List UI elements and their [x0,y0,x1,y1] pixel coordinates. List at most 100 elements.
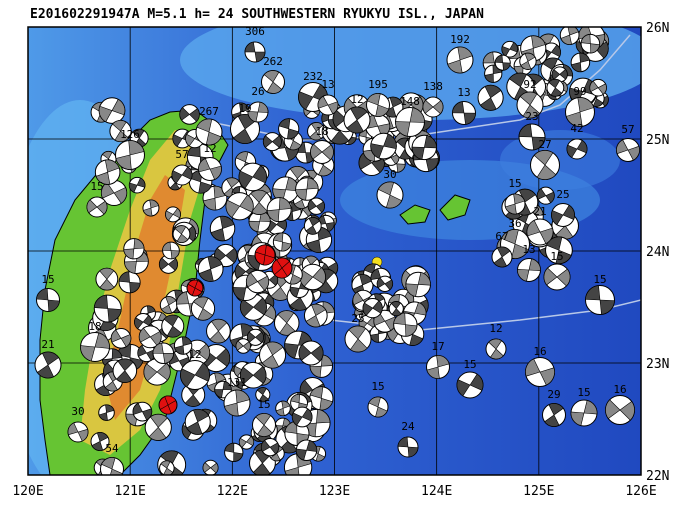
beachball [376,275,394,293]
beachball-quadrant [165,210,174,221]
beachball-quadrant [110,468,123,475]
beachball-quadrant [274,267,288,279]
beachball-quadrant [142,207,153,217]
depth-label: 57 [175,148,188,161]
beachball [517,258,541,282]
beachball-quadrant [562,204,575,220]
depth-label: 30 [71,405,84,418]
beachball [295,439,318,462]
beachball-quadrant [533,150,554,166]
beachball-quadrant [310,345,324,362]
beachball-quadrant [162,241,172,251]
depth-label: 13 [457,86,470,99]
beachball [214,380,232,399]
depth-label: 12 [489,322,502,335]
beachball-quadrant [261,354,280,369]
beachball-quadrant [269,442,280,455]
beachball [273,310,300,336]
beachball [525,357,555,387]
beachball-quadrant [93,294,109,309]
beachball [370,132,397,160]
beachball-quadrant [224,442,235,453]
beachball-quadrant [111,348,123,359]
beachball-quadrant [385,194,403,209]
beachball [158,254,179,274]
beachball [184,408,211,435]
beachball-quadrant [396,163,406,173]
depth-label: 262 [263,55,283,68]
beachball-quadrant [258,394,269,403]
beachball-quadrant [417,272,431,286]
beachball-quadrant [550,87,563,97]
beachball [100,179,128,207]
depth-label: 19 [238,102,251,115]
beachball-quadrant [171,170,183,184]
beachball-quadrant [517,268,530,282]
beachball [310,140,334,164]
beachball-quadrant [457,46,473,61]
beachball-quadrant [397,436,409,448]
beachball [536,186,555,205]
beachball [179,104,200,125]
beachball [197,256,224,282]
beachball-quadrant [317,164,333,177]
beachball-quadrant [263,70,280,83]
beachball [272,232,292,252]
beachball-quadrant [193,296,209,310]
beachball-quadrant [161,304,173,314]
beachball-quadrant [233,365,243,377]
depth-label: 21 [533,205,546,218]
beachball-quadrant [246,435,254,447]
beachball-quadrant [170,250,180,260]
beachball-quadrant [605,399,621,420]
beachball-quadrant [266,209,280,222]
beachball [239,361,267,389]
beachball [190,296,216,321]
beachball [456,371,484,399]
beachball-quadrant [295,448,307,461]
depth-label: 192 [450,33,470,46]
beachball-quadrant [536,164,557,180]
beachball-quadrant [590,43,600,54]
beachball-quadrant [330,130,350,145]
beachball-quadrant [176,233,189,243]
beachball-quadrant [309,365,322,378]
beachball-quadrant [99,278,115,291]
beachball-quadrant [252,297,267,316]
depth-label: 306 [245,25,265,38]
beachball-quadrant [77,428,89,442]
beachball-quadrant [137,345,147,357]
beachball-quadrant [479,97,497,111]
beachball-quadrant [80,345,96,362]
beachball-quadrant [556,268,571,287]
beachball-quadrant [287,128,299,140]
beachball-quadrant [525,358,541,377]
beachball-quadrant [254,331,264,344]
beachball-quadrant [463,112,476,125]
beachball [159,296,178,314]
beachball-quadrant [306,177,319,190]
beachball-quadrant [152,342,164,354]
beachball-quadrant [627,145,640,161]
beachball-quadrant [226,177,240,189]
beachball-quadrant [599,299,615,315]
beachball-quadrant [172,207,181,219]
beachball-quadrant [209,165,222,180]
x-tick-label: 121E [115,484,146,499]
beachball-quadrant [363,263,376,275]
beachball-quadrant [263,304,276,321]
beachball-quadrant [239,194,254,213]
beachball-quadrant [263,254,275,266]
beachball-quadrant [172,134,183,147]
beachball-quadrant [184,394,201,407]
beachball [180,360,210,390]
beachball-quadrant [292,412,303,426]
beachball-quadrant [389,96,403,108]
beachball [195,118,223,146]
beachball-quadrant [375,406,388,418]
beachball [98,404,115,421]
beachball-quadrant [298,91,314,110]
beachball [491,246,513,268]
beachball-quadrant [537,188,547,200]
depth-label: 29 [547,388,560,401]
